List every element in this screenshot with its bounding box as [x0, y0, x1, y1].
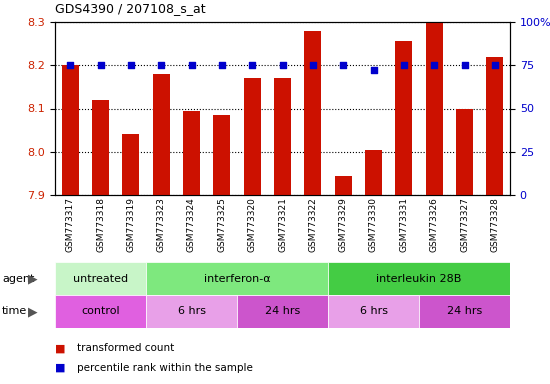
Point: [460, 62, 469, 68]
Bar: [146, 262, 328, 295]
Bar: [328, 295, 419, 328]
Text: GSM773320: GSM773320: [248, 197, 257, 252]
Text: 24 hrs: 24 hrs: [447, 306, 482, 316]
Bar: [274, 78, 291, 195]
Text: interferon-α: interferon-α: [204, 273, 270, 283]
Text: ▶: ▶: [28, 305, 38, 318]
Text: ■: ■: [55, 362, 65, 372]
Text: GSM773323: GSM773323: [157, 197, 166, 252]
Text: time: time: [2, 306, 28, 316]
Text: GSM773326: GSM773326: [430, 197, 439, 252]
Bar: [213, 115, 230, 195]
Bar: [328, 262, 510, 295]
Point: [491, 62, 499, 68]
Text: GSM773327: GSM773327: [460, 197, 469, 252]
Bar: [365, 150, 382, 195]
Bar: [305, 31, 321, 195]
Text: 6 hrs: 6 hrs: [178, 306, 206, 316]
Text: agent: agent: [2, 273, 34, 283]
Bar: [55, 262, 146, 295]
Text: GSM773317: GSM773317: [65, 197, 75, 252]
Text: GSM773324: GSM773324: [187, 197, 196, 252]
Bar: [426, 22, 443, 195]
Bar: [123, 134, 139, 195]
Point: [66, 62, 75, 68]
Text: transformed count: transformed count: [77, 343, 174, 353]
Text: control: control: [81, 306, 120, 316]
Point: [217, 62, 226, 68]
Bar: [146, 295, 237, 328]
Text: 6 hrs: 6 hrs: [360, 306, 388, 316]
Text: GSM773329: GSM773329: [339, 197, 348, 252]
Bar: [487, 56, 503, 195]
Text: GSM773318: GSM773318: [96, 197, 105, 252]
Text: GDS4390 / 207108_s_at: GDS4390 / 207108_s_at: [55, 2, 206, 15]
Bar: [419, 295, 510, 328]
Bar: [92, 100, 109, 195]
Text: GSM773325: GSM773325: [217, 197, 227, 252]
Point: [126, 62, 135, 68]
Bar: [183, 111, 200, 195]
Text: ▶: ▶: [28, 272, 38, 285]
Text: GSM773321: GSM773321: [278, 197, 287, 252]
Point: [369, 67, 378, 73]
Bar: [62, 65, 79, 195]
Bar: [335, 175, 351, 195]
Text: GSM773328: GSM773328: [491, 197, 499, 252]
Text: 24 hrs: 24 hrs: [265, 306, 300, 316]
Point: [187, 62, 196, 68]
Text: untreated: untreated: [73, 273, 128, 283]
Bar: [395, 41, 412, 195]
Bar: [237, 295, 328, 328]
Point: [96, 62, 105, 68]
Text: interleukin 28B: interleukin 28B: [376, 273, 461, 283]
Text: percentile rank within the sample: percentile rank within the sample: [77, 362, 253, 372]
Point: [309, 62, 317, 68]
Point: [339, 62, 348, 68]
Bar: [244, 78, 261, 195]
Point: [157, 62, 166, 68]
Bar: [55, 295, 146, 328]
Point: [248, 62, 256, 68]
Point: [278, 62, 287, 68]
Point: [399, 62, 408, 68]
Point: [430, 62, 438, 68]
Text: ■: ■: [55, 343, 65, 353]
Bar: [153, 74, 169, 195]
Text: GSM773330: GSM773330: [369, 197, 378, 252]
Bar: [456, 109, 473, 195]
Text: GSM773319: GSM773319: [126, 197, 135, 252]
Text: GSM773331: GSM773331: [399, 197, 408, 252]
Text: GSM773322: GSM773322: [309, 197, 317, 252]
